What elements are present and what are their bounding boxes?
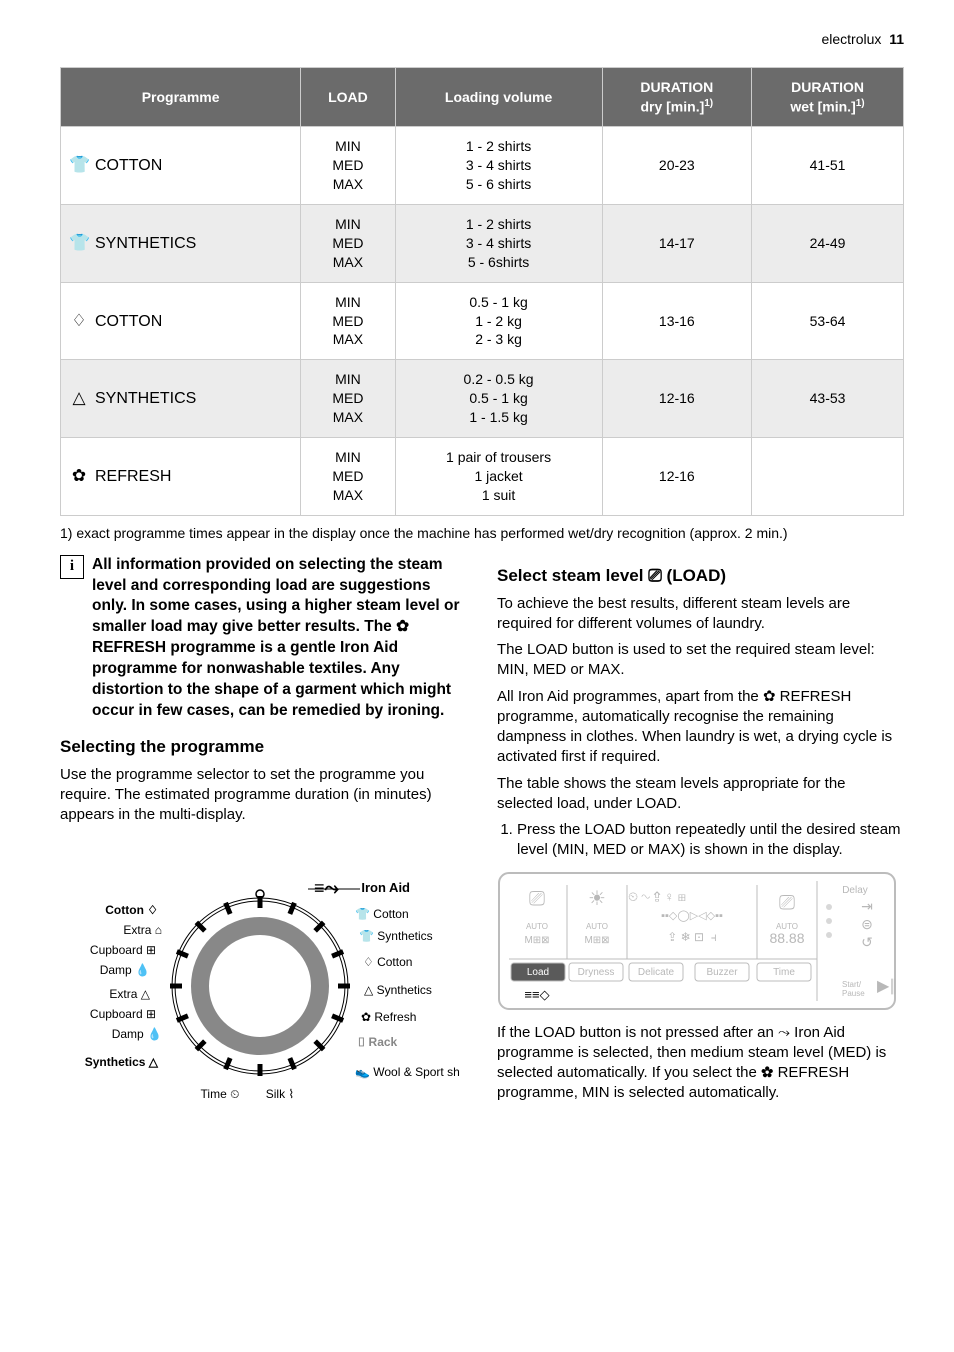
- steam-p4: The table shows the steam levels appropr…: [497, 774, 904, 815]
- steam-level-heading: Select steam level ⎚ (LOAD): [497, 565, 904, 588]
- th-loading-volume: Loading volume: [395, 67, 602, 126]
- duration-dry-cell: 12-16: [602, 360, 752, 438]
- duration-wet-cell: 53-64: [752, 282, 904, 360]
- svg-text:Synthetics △: Synthetics △: [85, 1055, 159, 1069]
- svg-text:AUTO: AUTO: [586, 922, 608, 931]
- load-cell: MINMEDMAX: [301, 282, 395, 360]
- duration-wet-cell: 41-51: [752, 127, 904, 205]
- info-icon: i: [60, 555, 84, 579]
- svg-text:Start/Pause: Start/Pause: [842, 980, 865, 998]
- svg-text:♢ Cotton: ♢ Cotton: [363, 955, 412, 969]
- programme-name: ✿REFRESH: [61, 438, 301, 516]
- load-cell: MINMEDMAX: [301, 205, 395, 283]
- svg-text:Cupboard ⊞: Cupboard ⊞: [90, 1007, 156, 1021]
- svg-text:Dryness: Dryness: [578, 967, 615, 978]
- th-duration-wet: DURATION wet [min.]1): [752, 67, 904, 126]
- table-row: △SYNTHETICSMINMEDMAX0.2 - 0.5 kg0.5 - 1 …: [61, 360, 904, 438]
- steam-p3: All Iron Aid programmes, apart from the …: [497, 687, 904, 768]
- svg-text:👟 Wool & Sport shoes: 👟 Wool & Sport shoes: [355, 1065, 460, 1079]
- info-note: i All information provided on selecting …: [60, 555, 467, 722]
- svg-text:≡⤳: ≡⤳: [314, 878, 340, 898]
- table-row: ✿REFRESHMINMEDMAX1 pair of trousers1 jac…: [61, 438, 904, 516]
- page-number: 11: [889, 31, 904, 47]
- svg-text:≡≡◇: ≡≡◇: [524, 987, 549, 1002]
- steam-p5: If the LOAD button is not pressed after …: [497, 1023, 904, 1104]
- svg-text:M⊞⊠: M⊞⊠: [524, 935, 549, 946]
- table-row: ♢COTTONMINMEDMAX0.5 - 1 kg1 - 2 kg2 - 3 …: [61, 282, 904, 360]
- programme-name: △SYNTHETICS: [61, 360, 301, 438]
- selecting-heading: Selecting the programme: [60, 736, 467, 759]
- svg-text:Buzzer: Buzzer: [706, 967, 738, 978]
- svg-text:Cotton ♢: Cotton ♢: [105, 903, 158, 917]
- svg-text:▶∥: ▶∥: [877, 978, 897, 995]
- th-programme: Programme: [61, 67, 301, 126]
- svg-text:88.88: 88.88: [769, 930, 804, 946]
- svg-text:Time: Time: [773, 967, 795, 978]
- svg-text:Iron Aid: Iron Aid: [361, 880, 410, 895]
- svg-text:Delay: Delay: [842, 885, 868, 896]
- svg-text:⇥: ⇥: [861, 898, 873, 914]
- steam-step-1: Press the LOAD button repeatedly until t…: [517, 820, 904, 861]
- volume-cell: 0.2 - 0.5 kg0.5 - 1 kg1 - 1.5 kg: [395, 360, 602, 438]
- th-duration-dry: DURATION dry [min.]1): [602, 67, 752, 126]
- duration-wet-cell: 43-53: [752, 360, 904, 438]
- programme-dial: Iron Aid ≡⤳ Cotton ♢ Extra ⌂ Cupboard ⊞ Dam…: [60, 836, 467, 1136]
- duration-dry-cell: 14-17: [602, 205, 752, 283]
- svg-text:👕 Cotton: 👕 Cotton: [355, 907, 409, 921]
- svg-text:✿ Refresh: ✿ Refresh: [361, 1010, 416, 1024]
- table-footnote: 1) exact programme times appear in the d…: [60, 524, 904, 543]
- volume-cell: 1 - 2 shirts3 - 4 shirts5 - 6 shirts: [395, 127, 602, 205]
- programme-name: ♢COTTON: [61, 282, 301, 360]
- steam-p1: To achieve the best results, different s…: [497, 594, 904, 635]
- svg-text:⏲ ∿ ⇪ ♀ ⊞: ⏲ ∿ ⇪ ♀ ⊞: [628, 889, 686, 904]
- duration-wet-cell: 24-49: [752, 205, 904, 283]
- programme-name: 👕SYNTHETICS: [61, 205, 301, 283]
- svg-text:▪▪◇◯▷◁◇▪▪: ▪▪◇◯▷◁◇▪▪: [661, 910, 723, 922]
- svg-text:Load: Load: [527, 967, 549, 978]
- svg-text:Damp 💧: Damp 💧: [112, 1027, 162, 1041]
- selecting-paragraph: Use the programme selector to set the pr…: [60, 765, 467, 826]
- th-load: LOAD: [301, 67, 395, 126]
- table-row: 👕SYNTHETICSMINMEDMAX1 - 2 shirts3 - 4 sh…: [61, 205, 904, 283]
- volume-cell: 0.5 - 1 kg1 - 2 kg2 - 3 kg: [395, 282, 602, 360]
- svg-text:⇪ ❄ ⊡ ⫞: ⇪ ❄ ⊡ ⫞: [667, 930, 717, 944]
- programme-name: 👕COTTON: [61, 127, 301, 205]
- load-cell: MINMEDMAX: [301, 438, 395, 516]
- svg-text:⊜: ⊜: [861, 916, 873, 932]
- volume-cell: 1 - 2 shirts3 - 4 shirts5 - 6shirts: [395, 205, 602, 283]
- svg-text:Extra ⌂: Extra ⌂: [123, 923, 162, 937]
- svg-text:↺: ↺: [861, 934, 873, 950]
- svg-text:Extra △: Extra △: [109, 987, 150, 1001]
- table-row: 👕COTTONMINMEDMAX1 - 2 shirts3 - 4 shirts…: [61, 127, 904, 205]
- volume-cell: 1 pair of trousers1 jacket1 suit: [395, 438, 602, 516]
- svg-text:AUTO: AUTO: [526, 922, 548, 931]
- duration-dry-cell: 20-23: [602, 127, 752, 205]
- page-header: electrolux 11: [60, 30, 904, 49]
- steam-p2: The LOAD button is used to set the requi…: [497, 640, 904, 681]
- svg-text:M⊞⊠: M⊞⊠: [584, 935, 609, 946]
- svg-text:⌷ Rack: ⌷ Rack: [358, 1035, 398, 1049]
- control-panel: ⎚ AUTO M⊞⊠ ☀ AUTO M⊞⊠ ⏲ ∿ ⇪ ♀ ⊞ ▪▪◇◯▷◁◇▪…: [497, 871, 904, 1011]
- duration-wet-cell: [752, 438, 904, 516]
- svg-text:Silk ⌇: Silk ⌇: [266, 1087, 295, 1101]
- svg-text:⎚: ⎚: [529, 888, 545, 910]
- info-text: All information provided on selecting th…: [92, 555, 467, 722]
- svg-text:👕 Synthetics: 👕 Synthetics: [359, 929, 433, 943]
- duration-dry-cell: 12-16: [602, 438, 752, 516]
- svg-text:Delicate: Delicate: [638, 967, 675, 978]
- svg-text:Cupboard ⊞: Cupboard ⊞: [90, 943, 156, 957]
- svg-text:⎚: ⎚: [779, 892, 795, 914]
- svg-text:☀: ☀: [588, 888, 606, 910]
- svg-text:△ Synthetics: △ Synthetics: [364, 983, 432, 997]
- svg-text:Damp 💧: Damp 💧: [100, 963, 150, 977]
- svg-text:Time ⏲: Time ⏲: [201, 1087, 240, 1101]
- brand-text: electrolux: [821, 31, 881, 47]
- load-cell: MINMEDMAX: [301, 360, 395, 438]
- duration-dry-cell: 13-16: [602, 282, 752, 360]
- load-cell: MINMEDMAX: [301, 127, 395, 205]
- programme-table: Programme LOAD Loading volume DURATION d…: [60, 67, 904, 516]
